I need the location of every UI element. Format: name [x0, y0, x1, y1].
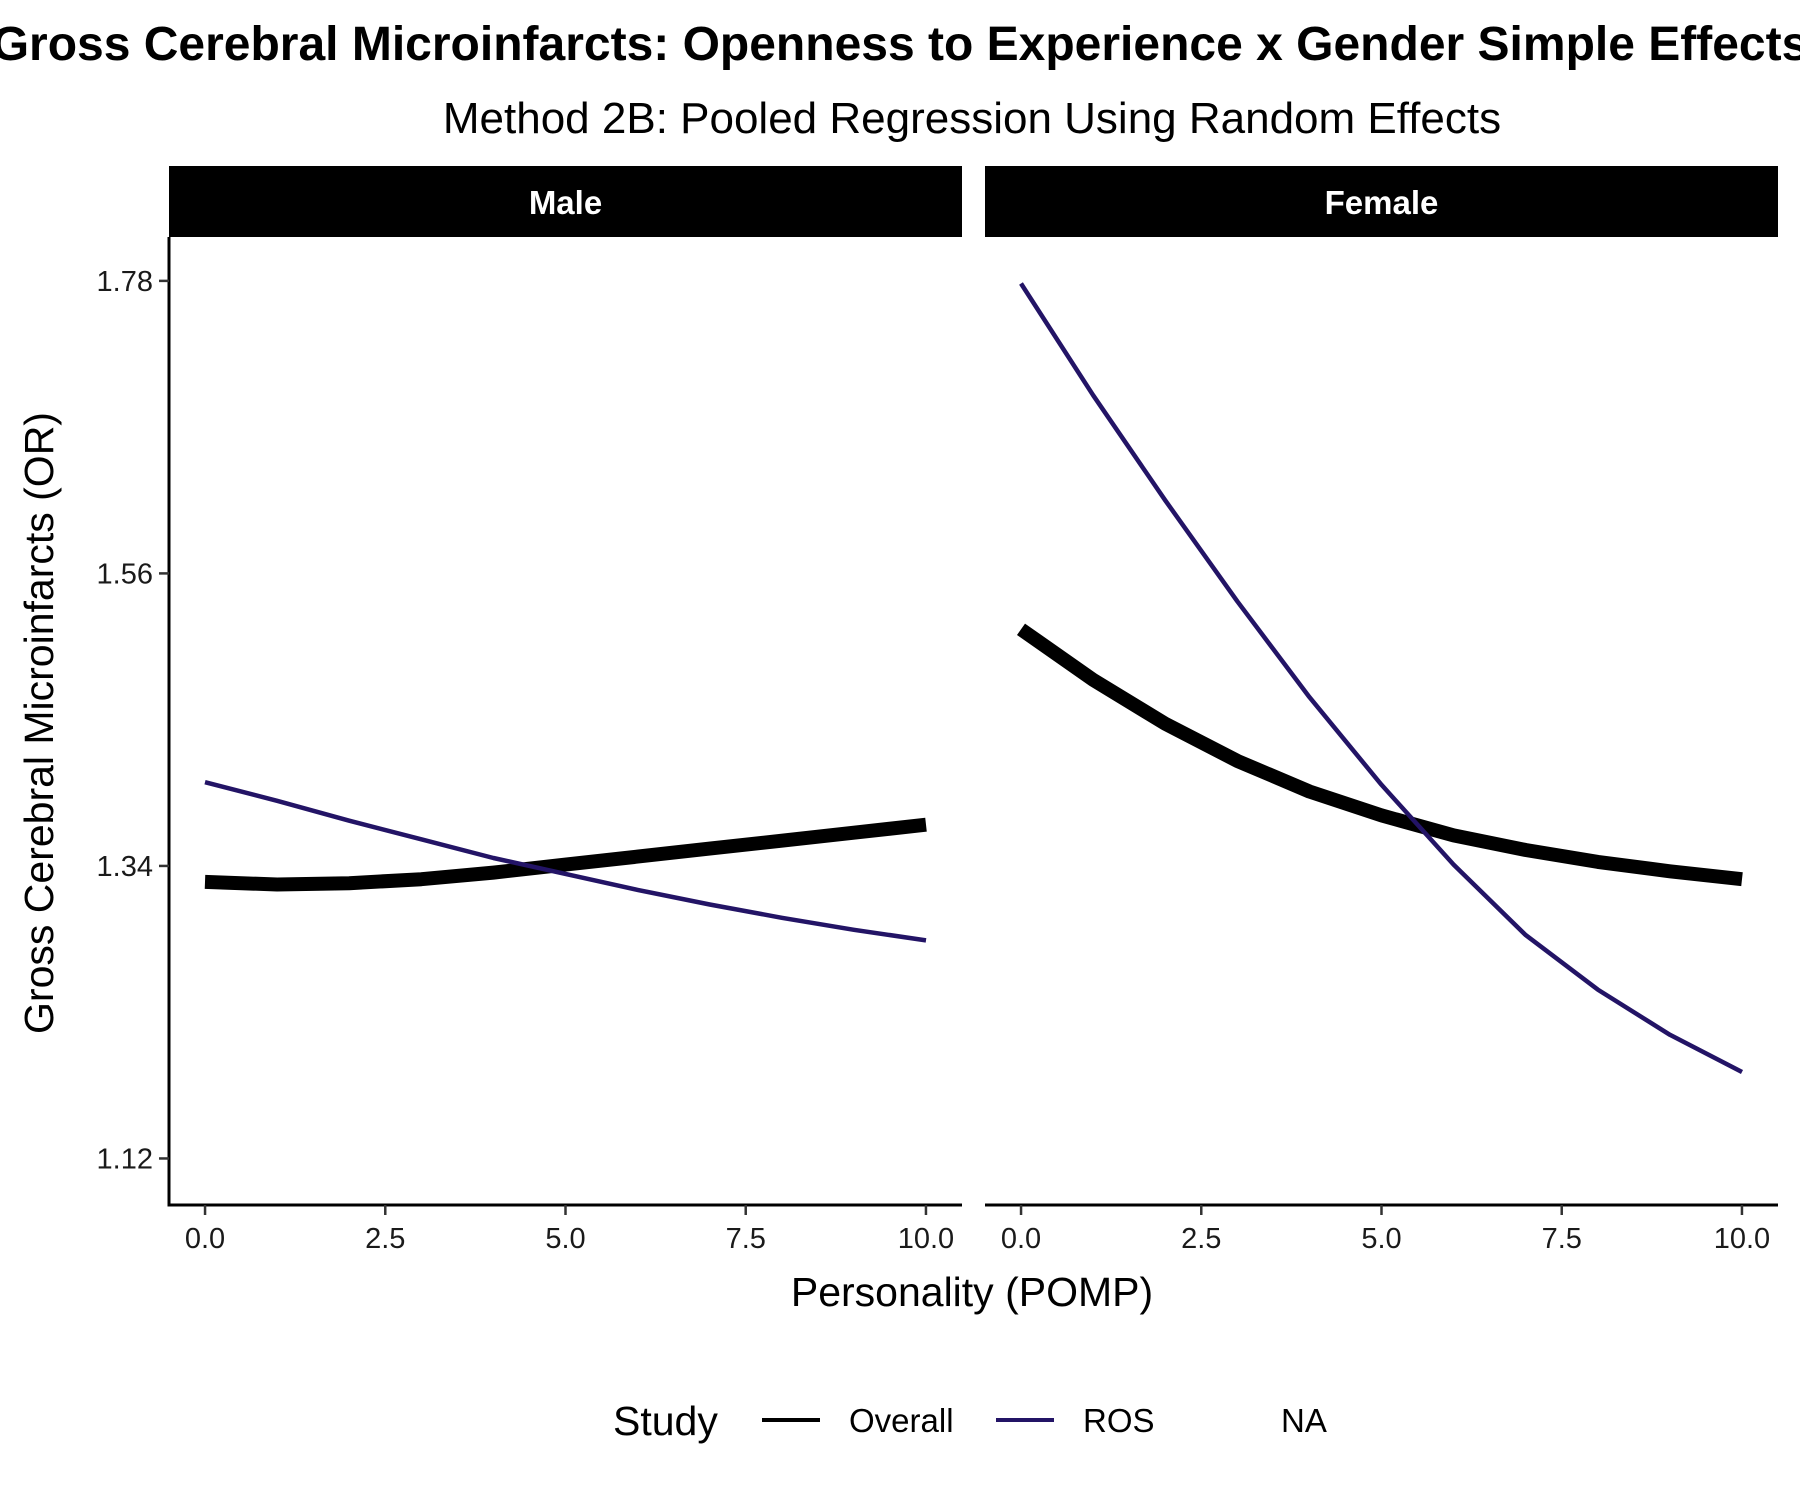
facet-strip-female: Female	[985, 166, 1778, 237]
x-tick-label: 10.0	[898, 1223, 954, 1255]
chart-title: Gross Cerebral Microinfarcts: Openness t…	[0, 18, 1800, 71]
series-line-ros-male	[204, 780, 927, 943]
series-line-overall-female	[1016, 623, 1743, 887]
chart-subtitle: Method 2B: Pooled Regression Using Rando…	[443, 94, 1501, 143]
panel-female: 0.0 2.5 5.0 7.5 10.0	[985, 282, 1778, 1255]
facet-strip-male: Male	[169, 166, 962, 237]
strip-label-male: Male	[529, 184, 602, 221]
x-tick-label: 2.5	[1181, 1223, 1221, 1255]
strip-background-male	[169, 166, 962, 237]
x-tick-label: 7.5	[1542, 1223, 1582, 1255]
y-tick-label: 1.34	[97, 851, 153, 883]
x-tick-label: 5.0	[1361, 1223, 1401, 1255]
x-tick-label: 7.5	[726, 1223, 766, 1255]
series-line-ros-female	[1019, 282, 1744, 1074]
legend-title: Study	[613, 1398, 718, 1444]
panel-male: 0.0 2.5 5.0 7.5 10.0	[169, 780, 962, 1255]
x-tick-label: 0.0	[1001, 1223, 1041, 1255]
y-tick-label: 1.56	[97, 558, 153, 590]
legend-label-na: NA	[1281, 1402, 1327, 1439]
series-line-overall-male	[204, 817, 927, 892]
strip-label-female: Female	[1325, 184, 1439, 221]
y-axis: 1.12 1.34 1.56 1.78	[97, 237, 171, 1207]
x-tick-label: 5.0	[545, 1223, 585, 1255]
legend-label-ros: ROS	[1083, 1402, 1155, 1439]
strip-background-female	[985, 166, 1778, 237]
x-tick-label: 0.0	[185, 1223, 225, 1255]
legend: Study Overall ROS NA	[613, 1398, 1327, 1444]
x-tick-label: 2.5	[365, 1223, 405, 1255]
legend-label-overall: Overall	[849, 1402, 954, 1439]
y-tick-label: 1.12	[97, 1143, 153, 1175]
x-axis-title: Personality (POMP)	[791, 1269, 1153, 1315]
y-axis-title: Gross Cerebral Microinfarcts (OR)	[16, 412, 62, 1034]
y-tick-label: 1.78	[97, 266, 153, 298]
x-tick-label: 10.0	[1714, 1223, 1770, 1255]
